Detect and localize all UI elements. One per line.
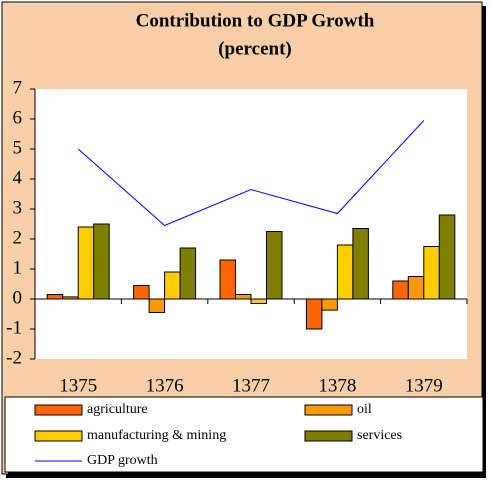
y-tick-label: 1: [13, 257, 23, 278]
bar: [438, 214, 456, 300]
legend-swatch: [304, 404, 353, 416]
bar: [235, 294, 252, 300]
x-tick-label: 1375: [59, 375, 97, 396]
bar: [148, 298, 166, 313]
y-tick-label: -2: [6, 347, 22, 368]
bar: [407, 276, 425, 300]
legend-label: oil: [357, 402, 372, 417]
legend-label: manufacturing & mining: [87, 428, 226, 443]
legend-label: GDP growth: [87, 453, 158, 468]
legend-swatch: [34, 430, 83, 442]
bar: [62, 296, 79, 300]
bar: [219, 259, 236, 300]
bar: [321, 298, 338, 311]
legend-swatch: [304, 430, 353, 442]
bar: [305, 298, 323, 330]
line: [77, 120, 425, 227]
y-tick-label: -1: [6, 317, 22, 338]
bar: [179, 247, 197, 300]
x-tick-label: 1379: [405, 375, 443, 396]
y-tick-label: 5: [13, 137, 23, 158]
y-tick-label: 6: [13, 107, 23, 128]
y-tick-label: 2: [13, 227, 23, 248]
bar: [336, 244, 354, 300]
bar: [392, 280, 409, 300]
chart-subtitle: (percent): [218, 38, 292, 59]
y-tick-label: 3: [13, 197, 23, 218]
bar: [164, 271, 181, 300]
x-tick-label: 1378: [318, 375, 356, 396]
legend-label: services: [357, 428, 402, 443]
x-tick-label: 1376: [146, 375, 184, 396]
bar: [93, 223, 110, 300]
legend: [4, 396, 484, 473]
legend-label: agriculture: [87, 402, 148, 417]
bar: [77, 226, 95, 300]
chart-title: Contribution to GDP Growth: [136, 10, 375, 31]
y-tick-label: 7: [13, 77, 23, 98]
bar: [250, 298, 267, 304]
y-tick-label: 4: [13, 167, 23, 188]
x-tick-label: 1377: [232, 375, 270, 396]
bar: [133, 285, 150, 300]
legend-swatch: [34, 404, 83, 416]
bar: [266, 231, 283, 300]
bar: [46, 294, 64, 300]
bar: [423, 246, 440, 300]
bar: [352, 228, 369, 300]
y-tick-label: 0: [13, 287, 23, 308]
